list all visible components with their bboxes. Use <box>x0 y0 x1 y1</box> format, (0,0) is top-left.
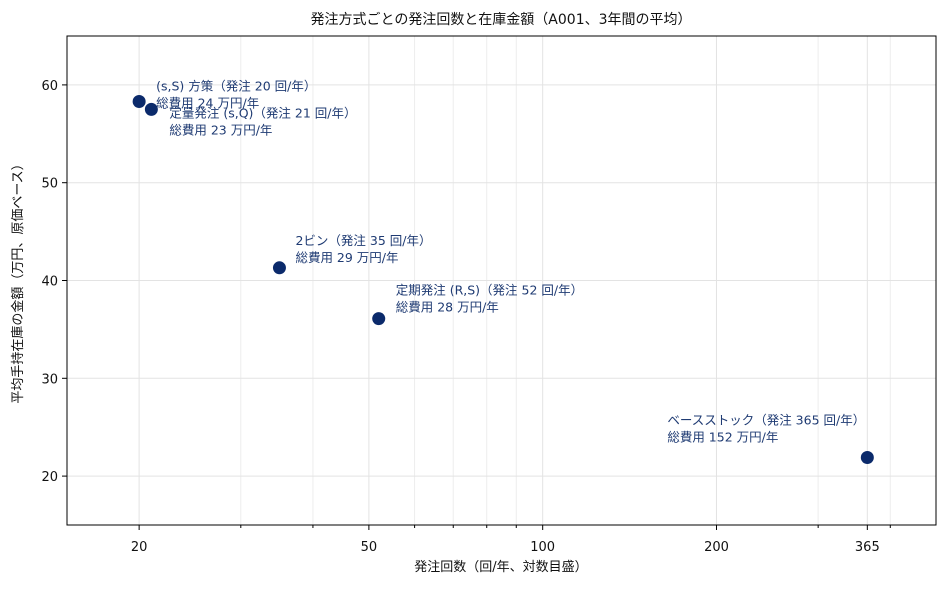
point-annotation-line1: (s,S) 方策（発注 20 回/年） <box>156 79 316 94</box>
x-tick-label: 100 <box>530 540 555 555</box>
y-tick-label: 40 <box>41 275 58 290</box>
point-annotation-line2: 総費用 28 万円/年 <box>396 300 499 315</box>
point-annotation-line2: 総費用 152 万円/年 <box>667 430 778 445</box>
data-point <box>860 451 874 465</box>
data-point <box>132 95 146 109</box>
data-point <box>144 102 158 116</box>
x-tick-label: 50 <box>361 540 378 555</box>
y-tick-label: 30 <box>41 372 58 387</box>
x-tick-label: 20 <box>131 540 148 555</box>
point-annotation-line2: 総費用 23 万円/年 <box>169 122 272 137</box>
y-tick-label: 60 <box>41 79 58 94</box>
y-tick-label: 50 <box>41 177 58 192</box>
point-annotation-line2: 総費用 24 万円/年 <box>156 96 259 111</box>
point-annotation-line1: 定期発注 (R,S)（発注 52 回/年） <box>396 283 583 298</box>
grid <box>67 36 936 525</box>
chart-title: 発注方式ごとの発注回数と在庫金額（A001、3年間の平均） <box>310 11 691 28</box>
point-annotation-line1: 定量発注 (s,Q)（発注 21 回/年） <box>169 105 356 120</box>
x-tick-label: 200 <box>704 540 729 555</box>
y-tick-label: 20 <box>41 470 58 485</box>
point-annotation-line1: ベースストック（発注 365 回/年） <box>667 413 865 428</box>
y-axis-label: 平均手持在庫の金額（万円、原価ベース） <box>10 157 26 403</box>
x-axis-label: 発注回数（回/年、対数目盛） <box>414 560 587 575</box>
data-point <box>272 261 286 275</box>
data-points <box>132 95 874 465</box>
point-annotation-line1: 2ビン（発注 35 回/年） <box>295 233 431 248</box>
data-point <box>372 312 386 326</box>
x-tick-label: 365 <box>855 540 880 555</box>
axis-ticks: 20 50 100 200 365 20 30 40 50 60 <box>41 79 891 555</box>
point-annotation-line2: 総費用 29 万円/年 <box>295 250 398 265</box>
